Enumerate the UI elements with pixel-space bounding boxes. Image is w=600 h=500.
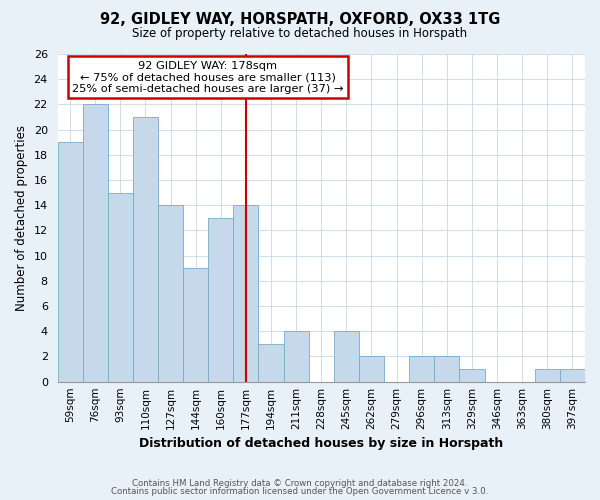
Text: Contains HM Land Registry data © Crown copyright and database right 2024.: Contains HM Land Registry data © Crown c…	[132, 478, 468, 488]
X-axis label: Distribution of detached houses by size in Horspath: Distribution of detached houses by size …	[139, 437, 503, 450]
Bar	[560, 369, 585, 382]
Text: Size of property relative to detached houses in Horspath: Size of property relative to detached ho…	[133, 28, 467, 40]
Bar	[284, 332, 309, 382]
Bar	[334, 332, 359, 382]
Text: 92 GIDLEY WAY: 178sqm
← 75% of detached houses are smaller (113)
25% of semi-det: 92 GIDLEY WAY: 178sqm ← 75% of detached …	[72, 60, 344, 94]
Bar	[83, 104, 108, 382]
Text: Contains public sector information licensed under the Open Government Licence v : Contains public sector information licen…	[112, 487, 488, 496]
Bar	[183, 268, 208, 382]
Bar	[208, 218, 233, 382]
Text: 92, GIDLEY WAY, HORSPATH, OXFORD, OX33 1TG: 92, GIDLEY WAY, HORSPATH, OXFORD, OX33 1…	[100, 12, 500, 28]
Bar	[259, 344, 284, 382]
Bar	[535, 369, 560, 382]
Bar	[158, 205, 183, 382]
Bar	[133, 117, 158, 382]
Bar	[58, 142, 83, 382]
Bar	[434, 356, 460, 382]
Y-axis label: Number of detached properties: Number of detached properties	[15, 125, 28, 311]
Bar	[359, 356, 384, 382]
Bar	[233, 205, 259, 382]
Bar	[409, 356, 434, 382]
Bar	[108, 192, 133, 382]
Bar	[460, 369, 485, 382]
